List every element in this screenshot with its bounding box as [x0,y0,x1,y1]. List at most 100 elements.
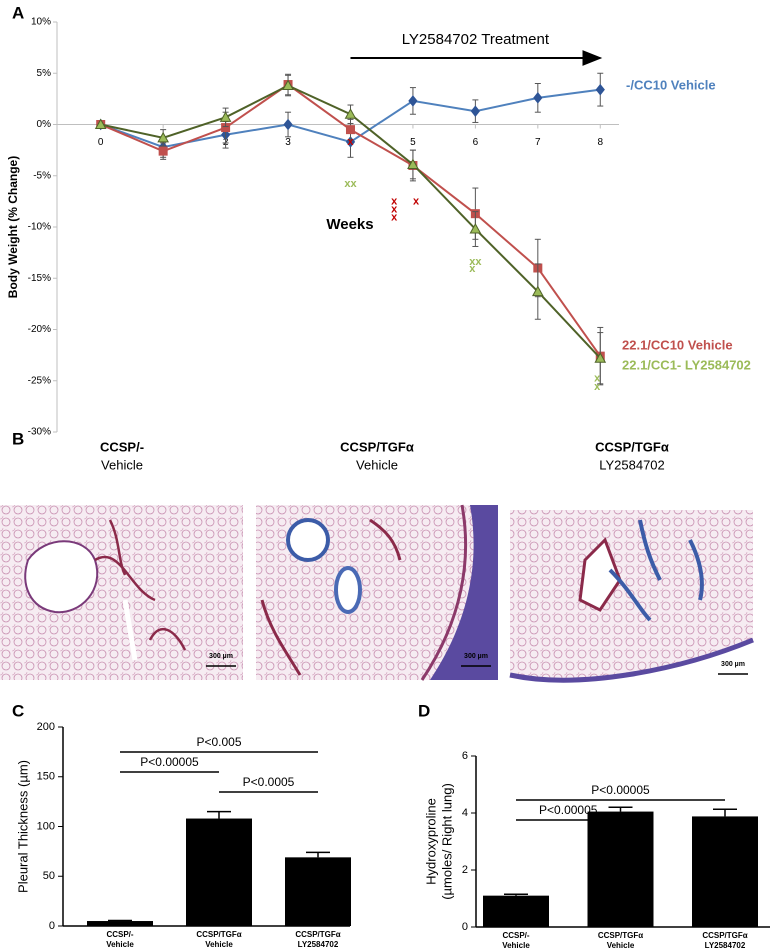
point [282,79,294,91]
y-tick-label: 100 [37,820,55,832]
point [283,118,293,131]
annotation: xx [344,178,357,190]
histology-subtitle: Vehicle [356,457,398,472]
point [469,223,482,234]
y-tick-label: -30% [28,427,51,438]
x-tick-label: CCSP/TGFα Vehicle [196,930,242,949]
histology-title: CCSP/TGFα [340,439,414,454]
bar [692,816,758,927]
annotation: x [469,263,476,275]
scale-bars [206,665,748,675]
point [595,83,605,96]
point [157,131,170,143]
y-tick-label: -20% [28,324,51,335]
annotation: x [347,136,354,148]
annotation: x [413,195,420,207]
annotation: x [391,195,398,207]
panel-label: A [12,3,24,22]
point [470,105,481,117]
point [531,285,544,297]
y-tick-label: 200 [37,721,55,733]
histology-subtitle: LY2584702 [599,457,665,472]
y-tick-label: 5% [37,68,52,79]
x-tick-label: 6 [473,137,479,148]
y-axis-label: Pleural Thickness (µm) [15,760,30,893]
scale-bar-label: 300 µm [721,661,745,668]
x-tick-label: CCSP/- Vehicle [502,931,530,950]
point [344,108,357,119]
point [407,158,419,169]
point [345,125,355,135]
histology-image [256,504,498,681]
error-bar [713,808,737,817]
x-tick-label: 8 [597,137,603,148]
error-bar [306,851,330,858]
y-axis-label: (µmoles/ Right lung) [439,783,454,900]
x-tick-label: CCSP/TGFα LY2584702 [295,930,341,949]
y-tick-label: 0 [49,920,55,932]
panel-label: B [12,429,24,448]
y-tick-label: 2 [462,864,468,876]
significance-label: P<0.0005 [243,775,295,789]
bar [587,811,654,927]
y-axis-label: Hydroxyproline [423,798,438,885]
significance-label: P<0.005 [196,735,241,749]
x-tick-label: 0 [98,137,104,148]
x-tick-label: CCSP/TGFα Vehicle [597,931,644,950]
treatment-label: LY2584702 Treatment [402,31,550,48]
x-tick-label: 3 [285,137,291,148]
x-tick-label: 7 [535,137,541,148]
significance-label: P<0.00005 [140,755,199,769]
histology-title: CCSP/- [100,439,144,454]
y-axis-label: Body Weight (% Change) [6,156,20,298]
error-bar [504,893,528,896]
x-tick-label: 5 [410,137,416,148]
annotation: x [594,381,601,393]
bar [483,895,549,927]
y-tick-label: 50 [43,870,55,882]
annotation: xx [469,256,482,268]
point [533,92,543,104]
point [594,352,607,363]
bar [87,921,153,926]
point [158,146,168,156]
x-tick-label: CCSP/TGFα LY2584702 [702,931,748,950]
bar [285,857,351,926]
y-tick-label: 150 [37,771,55,783]
panel-label: C [12,701,24,720]
scale-bar-label: 300 µm [209,653,233,660]
y-tick-label: -5% [33,170,51,181]
histology-subtitle: Vehicle [101,457,143,472]
y-tick-label: 0% [37,119,52,130]
y-tick-label: 6 [462,750,468,762]
point [94,118,107,129]
histology-title: CCSP/TGFα [595,439,669,454]
point [219,111,232,122]
bar [186,818,252,926]
y-tick-label: 10% [31,17,51,28]
x-tick-label: CCSP/- Vehicle [106,930,134,949]
legend-label: 22.1/CC10 Vehicle [622,337,733,352]
x-axis-label: Weeks [326,216,373,233]
histology-image [509,510,754,690]
annotation: x [391,212,398,224]
significance-label: P<0.00005 [539,803,598,817]
panel-label: D [418,701,430,720]
histology-image [0,505,243,680]
annotation: x [594,373,601,385]
point [408,95,418,107]
y-tick-label: -15% [28,273,51,284]
y-tick-label: 0 [462,921,468,933]
y-tick-label: -25% [28,375,51,386]
error-bar [608,806,633,812]
legend-label: 22.1/CC1- LY2584702 [622,357,751,372]
annotation: x [391,203,398,215]
y-tick-label: 4 [462,807,468,819]
error-bar [207,810,231,819]
y-tick-label: -10% [28,222,51,233]
scale-bar-label: 300 µm [464,653,488,660]
significance-label: P<0.00005 [591,783,650,797]
legend-label: -/CC10 Vehicle [626,77,716,92]
